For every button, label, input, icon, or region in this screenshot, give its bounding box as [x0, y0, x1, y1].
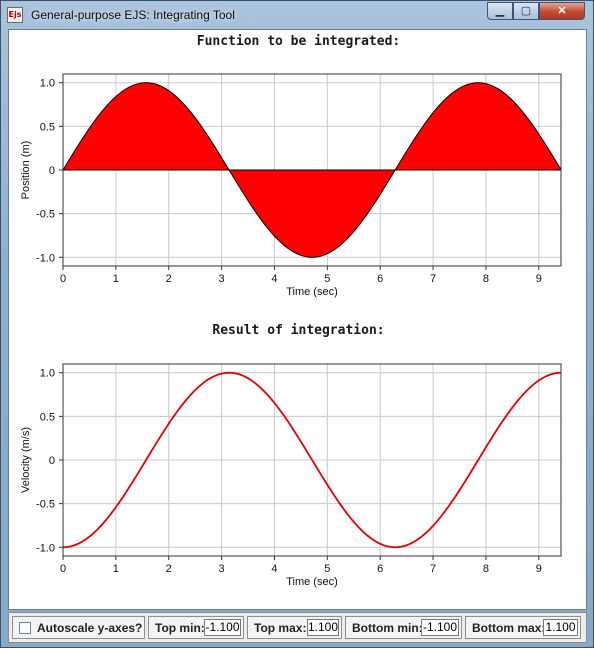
maximize-button[interactable]: ▢ — [513, 2, 539, 20]
x-axis-label: Time (sec) — [286, 286, 338, 298]
app-icon: Ejs — [7, 7, 23, 23]
series-line — [62, 371, 562, 549]
x-tick-label: 5 — [324, 563, 330, 575]
x-tick-label: 3 — [219, 563, 225, 575]
x-tick-label: 6 — [377, 563, 383, 575]
x-tick-label: 3 — [219, 273, 225, 285]
series-line — [62, 82, 562, 258]
x-tick-label: 7 — [430, 273, 436, 285]
bottom-min-field[interactable]: -1.100 — [421, 619, 459, 636]
bottom-chart-title: Result of integration: — [212, 323, 385, 338]
top-min-field[interactable]: -1.100 — [204, 619, 241, 636]
bottom-min-label: Bottom min: — [352, 621, 423, 635]
x-tick-label: 7 — [430, 563, 436, 575]
top-min-control: Top min: -1.100 — [148, 616, 244, 639]
controls-bar: Autoscale y-axes? Top min: -1.100 Top ma… — [8, 612, 587, 643]
bottom-max-control: Bottom max: 1.100 — [465, 616, 581, 639]
x-tick-label: 0 — [60, 273, 66, 285]
bottom-max-field[interactable]: 1.100 — [543, 619, 578, 636]
top-chart-title: Function to be integrated: — [196, 34, 401, 49]
y-tick-label: -0.5 — [36, 499, 55, 511]
minimize-button[interactable]: ▁ — [487, 2, 513, 20]
top-max-field[interactable]: 1.100 — [307, 619, 339, 636]
y-tick-label: -1.0 — [36, 252, 55, 264]
top-chart[interactable]: 0 1 2 3 4 5 6 7 8 9 1.0 0.5 0 -0.5 -1.0 Time (sec) Posit… — [9, 50, 588, 308]
x-tick-label: 8 — [483, 273, 489, 285]
y-axis-label: Velocity (m/s) — [20, 427, 32, 493]
close-button[interactable]: ✕ — [539, 2, 585, 20]
x-tick-label: 9 — [536, 273, 542, 285]
y-tick-label: -1.0 — [36, 542, 55, 554]
y-tick-label: 1.0 — [40, 368, 55, 380]
x-tick-label: 8 — [483, 563, 489, 575]
autoscale-control[interactable]: Autoscale y-axes? — [12, 616, 145, 639]
autoscale-checkbox[interactable] — [19, 622, 31, 634]
bottom-max-label: Bottom max: — [472, 621, 546, 635]
x-axis-label: Time (sec) — [286, 576, 338, 588]
top-min-label: Top min: — [155, 621, 205, 635]
x-tick-label: 1 — [113, 273, 119, 285]
x-tick-label: 9 — [536, 563, 542, 575]
x-tick-label: 6 — [377, 273, 383, 285]
x-tick-label: 1 — [113, 563, 119, 575]
y-tick-label: 0.5 — [40, 411, 55, 423]
plot-area: Function to be integrated: 0 1 2 3 4 5 6 7 8 9 1.0… — [8, 29, 587, 610]
window-title: General-purpose EJS: Integrating Tool — [31, 8, 235, 22]
autoscale-label: Autoscale y-axes? — [37, 621, 143, 635]
y-tick-label: 1.0 — [40, 78, 55, 90]
x-tick-label: 4 — [271, 563, 277, 575]
x-tick-label: 0 — [60, 563, 66, 575]
bottom-min-control: Bottom min: -1.100 — [345, 616, 462, 639]
x-tick-label: 5 — [324, 273, 330, 285]
title-bar[interactable]: Ejs General-purpose EJS: Integrating Too… — [1, 1, 593, 29]
y-tick-label: -0.5 — [36, 209, 55, 221]
x-tick-label: 4 — [271, 273, 277, 285]
y-tick-label: 0 — [49, 165, 55, 177]
x-tick-label: 2 — [166, 273, 172, 285]
y-tick-label: 0 — [49, 455, 55, 467]
bottom-chart[interactable]: 0 1 2 3 4 5 6 7 8 9 1.0 0.5 0 -0.5 -1.0 Time (sec) Veloc… — [9, 340, 588, 598]
x-tick-label: 2 — [166, 563, 172, 575]
top-max-control: Top max: 1.100 — [247, 616, 342, 639]
top-max-label: Top max: — [254, 621, 307, 635]
y-tick-label: 0.5 — [40, 121, 55, 133]
y-axis-label: Position (m) — [20, 141, 32, 200]
